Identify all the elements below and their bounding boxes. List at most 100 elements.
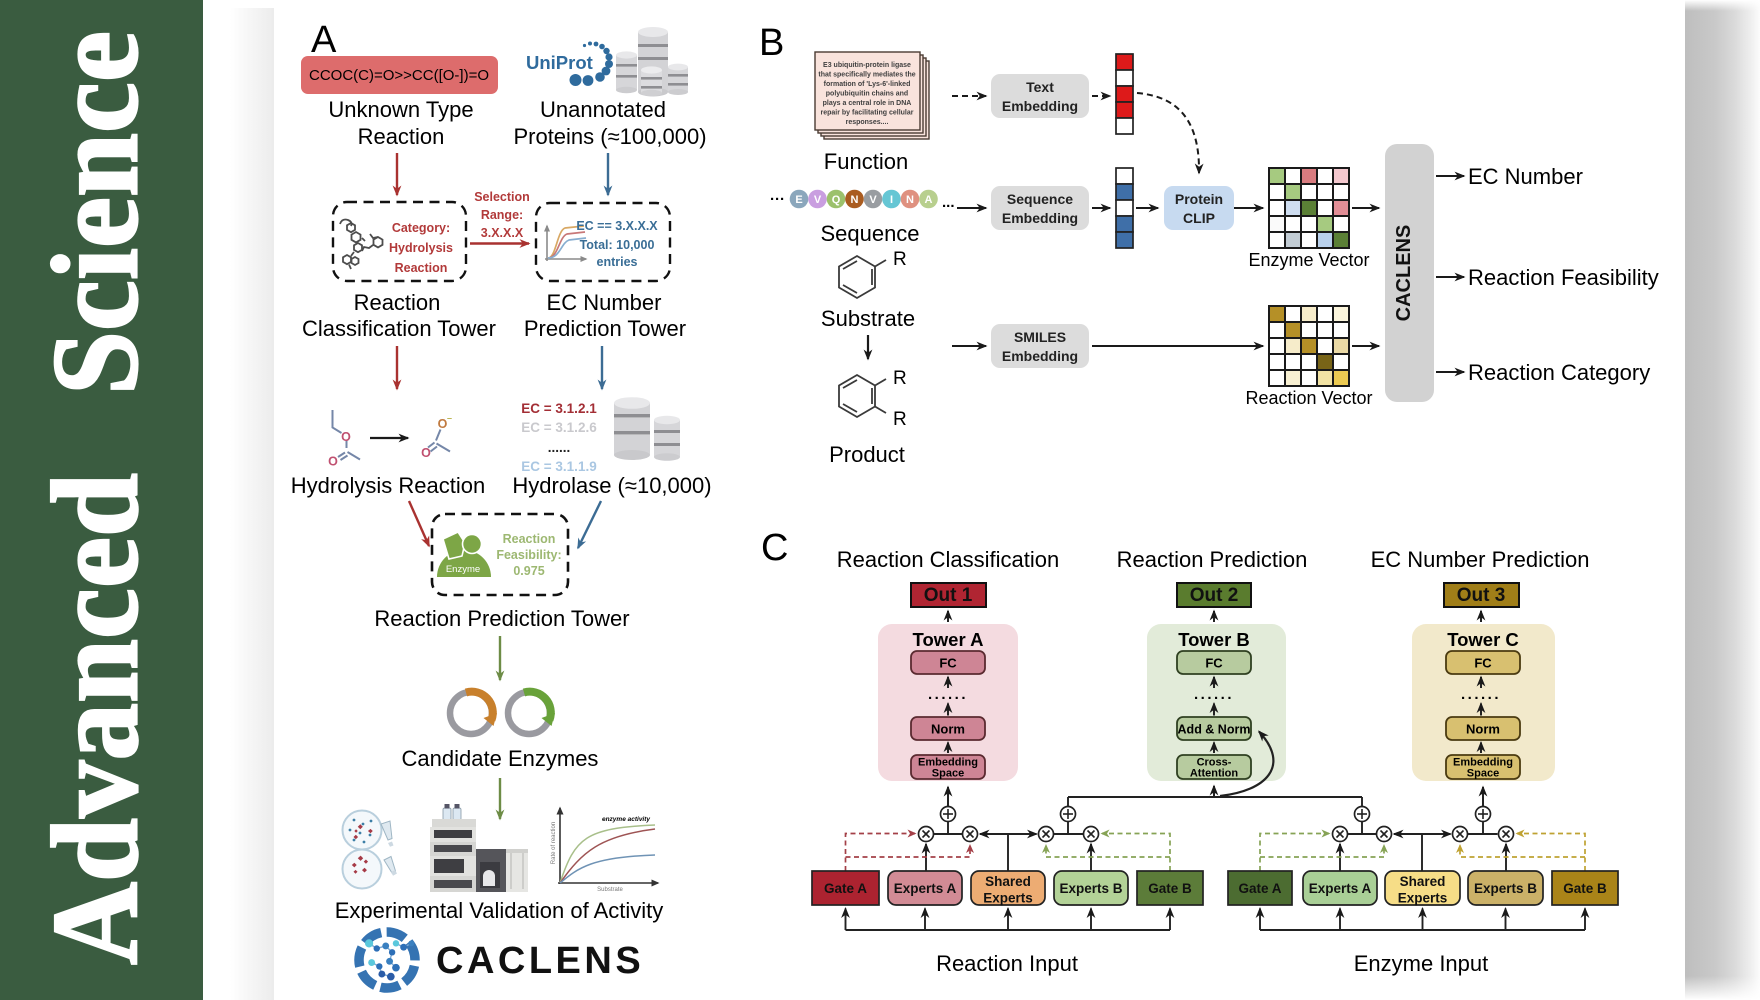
svg-text:Unannotated: Unannotated <box>540 97 666 122</box>
svg-text:A: A <box>925 194 933 206</box>
svg-text:Reaction Vector: Reaction Vector <box>1245 388 1372 408</box>
svg-text:EC = 3.1.2.6: EC = 3.1.2.6 <box>521 420 597 435</box>
svg-text:Experimental Validation of Act: Experimental Validation of Activity <box>335 898 664 923</box>
svg-text:Reaction Feasibility: Reaction Feasibility <box>1468 265 1659 290</box>
svg-text:Experts A: Experts A <box>894 881 957 896</box>
svg-text:V: V <box>814 194 822 206</box>
svg-text:Tower B: Tower B <box>1178 629 1250 650</box>
svg-text:Experts B: Experts B <box>1059 881 1122 896</box>
svg-text:Tower C: Tower C <box>1447 629 1519 650</box>
svg-text:Feasibility:: Feasibility: <box>496 548 561 562</box>
svg-text:Rate of reaction: Rate of reaction <box>551 822 557 864</box>
svg-text:Function: Function <box>824 149 908 174</box>
svg-text:CLIP: CLIP <box>1183 210 1215 226</box>
svg-text:Embedding: Embedding <box>918 757 978 769</box>
svg-text:Reaction Input: Reaction Input <box>936 951 1078 976</box>
svg-text:Selection: Selection <box>474 190 530 204</box>
svg-text:EC Number: EC Number <box>1468 164 1583 189</box>
svg-text:Gate A: Gate A <box>1238 881 1281 896</box>
svg-text:Unknown Type: Unknown Type <box>328 97 473 122</box>
svg-text:......: ...... <box>1194 686 1234 703</box>
svg-text:Sequence: Sequence <box>820 221 919 246</box>
svg-text:Out 3: Out 3 <box>1457 585 1506 606</box>
svg-text:Category:: Category: <box>392 221 450 235</box>
svg-text:Proteins (≈100,000): Proteins (≈100,000) <box>513 124 706 149</box>
svg-text:EC == 3.X.X.X: EC == 3.X.X.X <box>576 219 658 233</box>
svg-text:enzyme activity: enzyme activity <box>602 816 650 823</box>
svg-text:FC: FC <box>939 656 957 671</box>
svg-text:Tower A: Tower A <box>913 629 984 650</box>
svg-text:UniProt: UniProt <box>526 52 593 73</box>
svg-text:FC: FC <box>1205 656 1223 671</box>
svg-text:EC = 3.1.1.9: EC = 3.1.1.9 <box>521 459 596 474</box>
svg-text:3.X.X.X: 3.X.X.X <box>481 226 524 240</box>
svg-text:SMILES: SMILES <box>1014 329 1066 345</box>
svg-text:CCOC(C)=O>>CC([O-])=O: CCOC(C)=O>>CC([O-])=O <box>309 67 489 84</box>
svg-text:Gate B: Gate B <box>1148 881 1192 896</box>
svg-text:C: C <box>761 527 788 569</box>
svg-text:O: O <box>341 430 351 444</box>
svg-text:Text: Text <box>1026 79 1054 95</box>
svg-text:Cross-: Cross- <box>1197 757 1232 769</box>
svg-text:0.975: 0.975 <box>513 564 544 578</box>
svg-text:R: R <box>893 249 907 270</box>
svg-text:Reaction: Reaction <box>354 290 441 315</box>
svg-text:Prediction Tower: Prediction Tower <box>524 316 686 341</box>
svg-text:Shared: Shared <box>1400 874 1446 889</box>
svg-text:Enzyme Input: Enzyme Input <box>1354 951 1489 976</box>
svg-text:Reaction Prediction: Reaction Prediction <box>1117 547 1308 572</box>
svg-text:Substrate: Substrate <box>597 887 623 893</box>
svg-text:Out 1: Out 1 <box>924 585 973 606</box>
svg-text:entries: entries <box>597 255 638 269</box>
svg-text:Enzyme Vector: Enzyme Vector <box>1248 250 1369 270</box>
svg-text:EC Number Prediction: EC Number Prediction <box>1371 547 1590 572</box>
svg-text:Candidate Enzymes: Candidate Enzymes <box>402 746 599 771</box>
svg-text:Experts: Experts <box>1398 891 1448 906</box>
svg-text:Hydrolase (≈10,000): Hydrolase (≈10,000) <box>512 473 711 498</box>
svg-text:...: ... <box>942 194 955 211</box>
svg-text:Reaction Prediction Tower: Reaction Prediction Tower <box>374 606 629 631</box>
svg-text:Hydrolysis: Hydrolysis <box>389 241 453 255</box>
svg-text:Reaction: Reaction <box>503 532 556 546</box>
svg-text:Embedding: Embedding <box>1002 210 1078 226</box>
svg-text:Add & Norm: Add & Norm <box>1178 723 1251 737</box>
svg-text:Reaction Category: Reaction Category <box>1468 360 1650 385</box>
svg-text:Shared: Shared <box>985 874 1031 889</box>
svg-text:Gate B: Gate B <box>1563 881 1607 896</box>
svg-text:Reaction: Reaction <box>358 124 445 149</box>
svg-text:E: E <box>795 194 802 206</box>
svg-text:polyubiquitin chains and: polyubiquitin chains and <box>826 91 908 98</box>
svg-text:Embedding: Embedding <box>1453 757 1513 769</box>
svg-text:formation of 'Lys-6'-linked: formation of 'Lys-6'-linked <box>824 81 911 88</box>
svg-text:–: – <box>447 413 452 423</box>
svg-text:Range:: Range: <box>481 208 523 222</box>
svg-text:EC = 3.1.2.1: EC = 3.1.2.1 <box>521 401 597 416</box>
svg-text:plays a central role in DNA: plays a central role in DNA <box>823 100 912 107</box>
svg-text:I: I <box>890 194 893 206</box>
svg-text:EC Number: EC Number <box>547 290 662 315</box>
svg-text:repair by facilitating cellula: repair by facilitating cellular <box>821 110 914 117</box>
svg-text:O: O <box>328 455 338 469</box>
svg-text:N: N <box>851 194 859 206</box>
svg-text:Space: Space <box>1467 768 1499 780</box>
svg-text:R: R <box>893 409 907 430</box>
svg-text:Space: Space <box>932 768 964 780</box>
svg-text:CACLENS: CACLENS <box>436 940 644 982</box>
svg-text:Embedding: Embedding <box>1002 98 1078 114</box>
svg-text:Gate A: Gate A <box>824 881 867 896</box>
svg-text:R: R <box>893 368 907 389</box>
svg-text:A: A <box>311 19 337 61</box>
svg-text:E3 ubiquitin-protein ligase: E3 ubiquitin-protein ligase <box>823 62 911 69</box>
svg-text:···: ··· <box>770 191 785 208</box>
svg-text:responses....: responses.... <box>846 119 889 126</box>
svg-text:B: B <box>759 22 784 64</box>
svg-text:Q: Q <box>832 194 841 206</box>
svg-text:Norm: Norm <box>931 722 965 737</box>
svg-text:O: O <box>421 446 431 460</box>
svg-text:Out 2: Out 2 <box>1190 585 1239 606</box>
svg-text:Sequence: Sequence <box>1007 191 1073 207</box>
svg-text:Attention: Attention <box>1190 768 1239 780</box>
svg-text:Substrate: Substrate <box>821 306 915 331</box>
svg-text:N: N <box>906 194 914 206</box>
svg-text:O: O <box>438 417 448 431</box>
